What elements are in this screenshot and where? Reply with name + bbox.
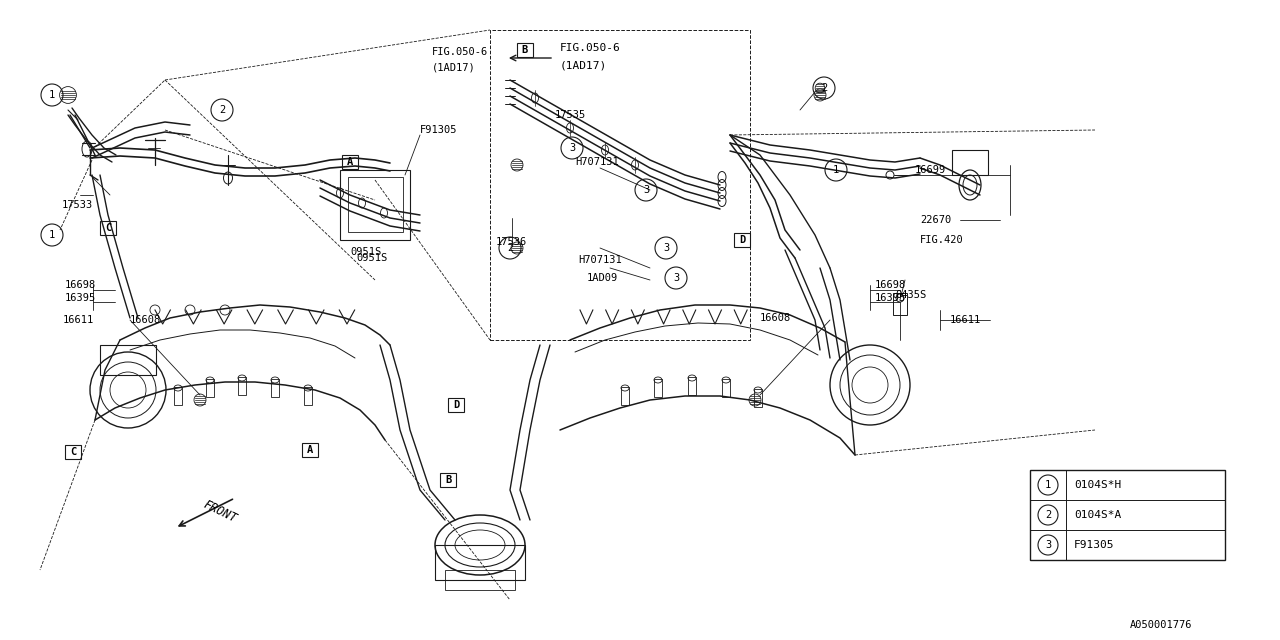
Bar [342,155,358,169]
Text: 16395: 16395 [65,293,96,303]
Bar [440,473,456,487]
Bar [435,545,525,580]
Bar [733,233,750,247]
Text: 0104S*A: 0104S*A [1074,510,1121,520]
Text: 0951S: 0951S [356,253,388,263]
Text: 16608: 16608 [760,313,791,323]
Bar [893,293,908,315]
Bar [100,221,116,235]
Text: 0435S: 0435S [895,290,927,300]
Bar [952,150,988,175]
Bar [722,379,730,397]
Text: C: C [70,447,76,457]
Text: 16611: 16611 [63,315,95,325]
Text: 1: 1 [49,230,55,240]
Bar [689,377,696,395]
Text: 0104S*H: 0104S*H [1074,480,1121,490]
Text: FRONT: FRONT [201,499,239,525]
Text: 16698: 16698 [65,280,96,290]
Bar [174,387,182,405]
Text: 3: 3 [568,143,575,153]
Bar [754,389,762,407]
Text: 3: 3 [643,185,649,195]
Bar [340,170,410,240]
Text: 1: 1 [1044,480,1051,490]
Bar [490,30,750,340]
Bar [65,445,81,459]
Bar [302,443,317,457]
Text: 16699: 16699 [915,165,946,175]
Bar [238,377,246,395]
Text: FIG.420: FIG.420 [920,235,964,245]
Text: 3: 3 [673,273,680,283]
Text: (1AD17): (1AD17) [561,60,607,70]
Text: 17535: 17535 [556,110,586,120]
Text: 1AD09: 1AD09 [588,273,618,283]
Text: B: B [445,475,451,485]
Text: 1: 1 [833,165,840,175]
Text: A: A [307,445,314,455]
Text: 16611: 16611 [950,315,982,325]
Text: 2: 2 [219,105,225,115]
Text: FIG.050-6: FIG.050-6 [433,47,488,57]
Bar [305,387,312,405]
Bar [206,379,214,397]
Text: F91305: F91305 [420,125,457,135]
Bar [445,570,515,590]
Text: (1AD17): (1AD17) [433,63,476,73]
Bar [100,345,156,375]
Text: 3: 3 [663,243,669,253]
Text: A050001776: A050001776 [1130,620,1193,630]
Text: 17536: 17536 [497,237,527,247]
Bar [1030,470,1225,560]
Text: C: C [105,223,111,233]
Text: FIG.050-6: FIG.050-6 [561,43,621,53]
Bar [448,398,465,412]
Text: 2: 2 [820,83,827,93]
Text: D: D [739,235,745,245]
Text: 0951S: 0951S [349,247,381,257]
Bar [517,43,532,57]
Text: F91305: F91305 [1074,540,1115,550]
Bar [348,177,403,232]
Text: 17533: 17533 [61,200,93,210]
Text: 1: 1 [49,90,55,100]
Bar [654,379,662,397]
Text: H707131: H707131 [575,157,618,167]
Bar [621,387,628,405]
Text: D: D [453,400,460,410]
Text: A: A [347,157,353,167]
Text: 2: 2 [507,243,513,253]
Bar [271,379,279,397]
Text: H707131: H707131 [579,255,622,265]
Text: 2: 2 [1044,510,1051,520]
Text: 22670: 22670 [920,215,951,225]
Text: 3: 3 [1044,540,1051,550]
Text: 16698: 16698 [876,280,906,290]
Text: B: B [522,45,529,55]
Text: 16395: 16395 [876,293,906,303]
Text: 16608: 16608 [131,315,161,325]
